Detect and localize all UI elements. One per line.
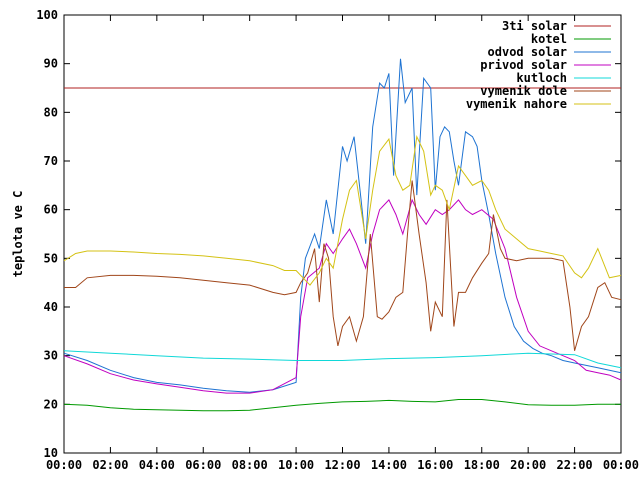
series-line-odvod-solar [63, 58, 622, 393]
series-lines [63, 58, 622, 412]
x-tick-label: 04:00 [139, 458, 175, 472]
y-tick-label: 30 [44, 349, 58, 363]
series-line-vymenik-nahore [63, 134, 622, 286]
legend-label: privod solar [480, 58, 567, 72]
x-tick-label: 16:00 [417, 458, 453, 472]
series-line-vymenik-dole [64, 180, 622, 351]
x-tick-label: 20:00 [510, 458, 546, 472]
y-tick-label: 40 [44, 300, 58, 314]
x-tick-label: 12:00 [324, 458, 360, 472]
y-tick-label: 10 [44, 446, 58, 460]
x-tick-label: 00:00 [603, 458, 639, 472]
legend-label: odvod solar [488, 45, 567, 59]
y-tick-label: 90 [44, 57, 58, 71]
y-tick-label: 20 [44, 397, 58, 411]
legend-label: kotel [531, 32, 567, 46]
x-tick-label: 02:00 [92, 458, 128, 472]
y-tick-label: 60 [44, 203, 58, 217]
y-tick-label: 50 [44, 251, 58, 265]
x-tick-label: 08:00 [232, 458, 268, 472]
x-tick-label: 00:00 [46, 458, 82, 472]
x-tick-label: 10:00 [278, 458, 314, 472]
x-tick-label: 18:00 [464, 458, 500, 472]
y-axis: 10 20 30 40 50 60 70 80 90 100 [36, 8, 621, 460]
legend-label: 3ti solar [502, 19, 567, 33]
legend-label: vymenik dole [480, 84, 567, 98]
series-line-kotel [63, 399, 621, 412]
x-tick-label: 14:00 [371, 458, 407, 472]
x-axis: 00:00 02:00 04:00 06:00 08:00 10:00 12:00 14:00… [46, 15, 639, 472]
y-tick-label: 80 [44, 105, 58, 119]
legend-label: kutloch [516, 71, 567, 85]
series-line-kutloch [63, 350, 622, 369]
y-tick-label: 100 [36, 8, 58, 22]
series-line-privod-solar [63, 198, 622, 394]
x-tick-label: 06:00 [185, 458, 221, 472]
x-tick-label: 22:00 [557, 458, 593, 472]
y-tick-label: 70 [44, 154, 58, 168]
y-axis-label: teplota ve C [11, 191, 25, 278]
legend-label: vymenik nahore [466, 97, 567, 111]
